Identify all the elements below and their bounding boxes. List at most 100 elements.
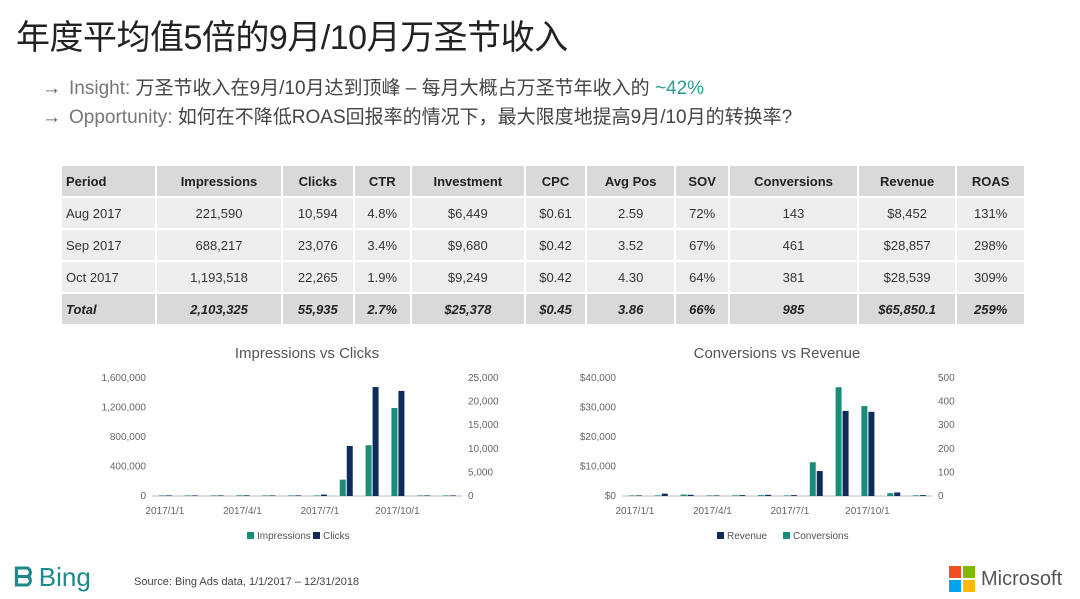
bullet-label: Insight: [69, 78, 136, 99]
chart-title: Impressions vs Clicks [235, 345, 379, 362]
y-right-tick: 300 [938, 420, 955, 431]
col-header: Clicks [282, 166, 353, 196]
x-tick: 2017/10/1 [845, 506, 890, 517]
bing-wordmark: Bing [38, 562, 91, 592]
y-right-tick: 0 [468, 491, 474, 502]
bar-conversions [758, 495, 765, 496]
bar-clicks [450, 495, 457, 496]
table-cell: $9,680 [411, 230, 524, 260]
bar-impressions [158, 495, 165, 496]
table-cell: 298% [957, 230, 1024, 260]
y-right-tick: 10,000 [468, 444, 499, 455]
bar-impressions [236, 495, 243, 496]
bar-conversions [783, 495, 790, 496]
table-cell: 22,265 [282, 262, 353, 292]
table-cell: 1,193,518 [157, 262, 281, 292]
bar-impressions [210, 495, 217, 496]
bar-revenue [661, 493, 668, 496]
bullet-list: → Insight: 万圣节收入在9月/10月达到顶峰 – 每月大概占万圣节年收入… [42, 74, 792, 132]
table-cell: 10,594 [282, 198, 353, 228]
bar-conversions [913, 495, 920, 496]
y-left-tick: $10,000 [580, 462, 617, 473]
bar-conversions [732, 495, 739, 496]
bar-clicks [372, 387, 379, 496]
col-header: Conversions [730, 166, 857, 196]
col-header: CPC [525, 166, 586, 196]
bar-clicks [243, 495, 250, 496]
table-cell: 4.30 [587, 262, 675, 292]
y-right-tick: 25,000 [468, 373, 499, 384]
x-tick: 2017/4/1 [223, 506, 262, 517]
table-cell: 4.8% [354, 198, 410, 228]
table-row: Aug 2017 221,590 10,594 4.8% $6,449 $0.61 2.59… [62, 198, 1024, 228]
table-cell: $28,857 [858, 230, 956, 260]
bar-clicks [346, 445, 353, 496]
bullet-text: 万圣节收入在9月/10月达到顶峰 – 每月大概占万圣节年收入的 [135, 78, 655, 99]
impressions-clicks-chart: Impressions vs Clicks 0 400,000 800,000 1,20… [90, 340, 530, 555]
microsoft-wordmark: Microsoft [981, 567, 1063, 590]
table-cell: 131% [957, 198, 1024, 228]
y-left-tick: 0 [140, 491, 146, 502]
y-right-tick: 5,000 [468, 467, 493, 478]
table-cell: $65,850.1 [858, 294, 956, 324]
table-cell: 3.4% [354, 230, 410, 260]
col-header: Investment [411, 166, 524, 196]
arrow-icon: → [42, 107, 61, 128]
table-cell: 461 [730, 230, 857, 260]
bar-clicks [217, 495, 224, 496]
table-cell: 221,590 [157, 198, 281, 228]
bar-revenue [816, 471, 823, 496]
page-title: 年度平均值5倍的9月/10月万圣节收入 [16, 19, 568, 57]
bar-conversions [861, 406, 868, 496]
col-header: ROAS [957, 166, 1024, 196]
table-cell: 64% [676, 262, 729, 292]
y-right-tick: 200 [938, 444, 955, 455]
bar-clicks [191, 495, 198, 496]
conversions-revenue-chart: Conversions vs Revenue $0 $10,000 $20,000 $3… [560, 340, 1000, 555]
table-cell: 309% [957, 262, 1024, 292]
bar-revenue [687, 494, 694, 496]
y-left-tick: 400,000 [110, 462, 147, 473]
bar-revenue [894, 492, 901, 496]
bar-clicks [398, 390, 405, 496]
y-left-tick: 800,000 [110, 432, 147, 443]
x-tick: 2017/4/1 [693, 506, 732, 517]
kpi-table: Period Impressions Clicks CTR Investment… [60, 164, 1026, 326]
x-tick: 2017/1/1 [615, 506, 654, 517]
table-cell: $25,378 [411, 294, 524, 324]
bar-impressions [417, 495, 424, 496]
bar-conversions [809, 462, 816, 496]
bar-impressions [313, 495, 320, 496]
bar-conversions [887, 493, 894, 496]
bar-conversions [628, 495, 635, 496]
bar-clicks [424, 495, 431, 496]
table-cell: Total [62, 294, 156, 324]
col-header: Revenue [858, 166, 956, 196]
x-tick: 2017/7/1 [770, 506, 809, 517]
bar-impressions [339, 479, 346, 496]
legend-swatch [247, 532, 254, 539]
bullet-label: Opportunity: [69, 107, 178, 128]
y-left-tick: 1,600,000 [102, 373, 147, 384]
table-cell: 72% [676, 198, 729, 228]
bar-revenue [635, 495, 642, 496]
legend-swatch [313, 532, 320, 539]
table-cell: $8,452 [858, 198, 956, 228]
table-cell: $6,449 [411, 198, 524, 228]
bar-revenue [713, 495, 720, 496]
y-left-tick: $20,000 [580, 432, 617, 443]
table-cell: 985 [730, 294, 857, 324]
chart-svg: Conversions vs Revenue $0 $10,000 $20,000 $3… [580, 345, 955, 542]
bar-impressions [262, 495, 269, 496]
bar-clicks [269, 495, 276, 496]
bar-conversions [835, 387, 842, 496]
table-cell: 55,935 [282, 294, 353, 324]
col-header: SOV [676, 166, 729, 196]
bar-impressions [365, 445, 372, 496]
bar-revenue [842, 410, 849, 496]
table-cell: $0.42 [525, 230, 586, 260]
y-left-tick: $40,000 [580, 373, 617, 384]
y-left-tick: $30,000 [580, 403, 617, 414]
table-cell: 259% [957, 294, 1024, 324]
microsoft-logo: Microsoft [949, 566, 1062, 592]
